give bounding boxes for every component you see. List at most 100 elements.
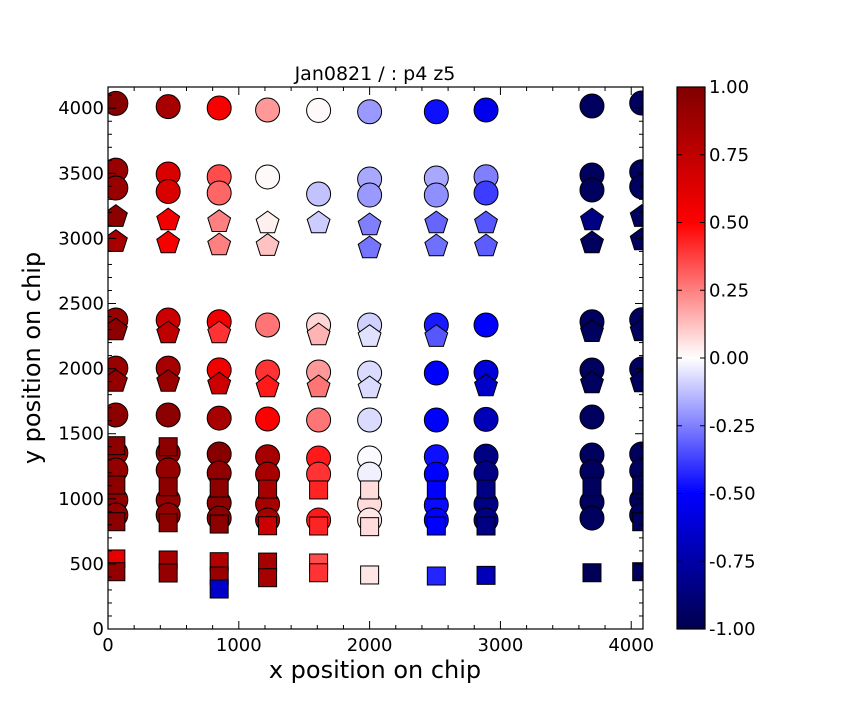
data-point-circle bbox=[206, 405, 232, 431]
data-point-pentagon bbox=[255, 210, 280, 234]
colorbar-ticks: -1.00 -0.75 -0.50 -0.25 0.00 0.25 0.50 0.75 1.00 bbox=[677, 77, 756, 640]
plot-frame bbox=[107, 86, 644, 630]
colorbar-tick-label: -1.00 bbox=[709, 619, 756, 640]
data-point-circle bbox=[357, 182, 383, 208]
data-point-pentagon bbox=[474, 233, 498, 257]
data-point-square bbox=[209, 514, 229, 534]
data-point-square bbox=[476, 516, 496, 536]
data-point-pentagon bbox=[108, 368, 128, 392]
axes: 0 1000 2000 3000 4000 0 500 1000 1500 2000 2500 300… bbox=[58, 87, 654, 656]
data-point-pentagon bbox=[580, 230, 604, 254]
y-tick-label: 500 bbox=[70, 554, 104, 575]
data-point-circle bbox=[255, 164, 281, 190]
data-point-square bbox=[360, 565, 380, 585]
data-point-circle bbox=[155, 179, 181, 205]
data-point-pentagon bbox=[474, 210, 498, 234]
data-point-pentagon bbox=[255, 233, 280, 256]
data-point-square bbox=[158, 513, 178, 533]
data-point-pentagon bbox=[156, 320, 181, 344]
data-point-circle bbox=[579, 177, 605, 203]
data-point-circle bbox=[206, 95, 232, 121]
data-point-circle bbox=[255, 97, 281, 123]
data-point-square bbox=[309, 516, 329, 536]
data-point-pentagon bbox=[357, 375, 382, 399]
y-tick-label: 1500 bbox=[58, 424, 104, 445]
data-point-square bbox=[258, 568, 278, 588]
data-point-square bbox=[582, 477, 602, 497]
colorbar-tick-label: -0.25 bbox=[709, 416, 756, 437]
data-point-pentagon bbox=[306, 210, 331, 234]
data-point-circle bbox=[306, 181, 332, 207]
y-tick-label: 2000 bbox=[58, 359, 104, 380]
data-point-pentagon bbox=[580, 370, 604, 394]
data-point-pentagon bbox=[255, 374, 280, 398]
data-point-square bbox=[476, 479, 496, 499]
data-point-pentagon bbox=[156, 230, 181, 254]
data-point-square bbox=[582, 563, 602, 583]
colorbar-tick-label: 0.25 bbox=[709, 280, 749, 301]
y-tick-label: 1000 bbox=[58, 489, 104, 510]
data-point-circle bbox=[629, 174, 643, 200]
data-point-circle bbox=[306, 97, 332, 123]
data-point-circle bbox=[357, 99, 383, 125]
data-point-circle bbox=[255, 406, 281, 432]
data-point-circle bbox=[155, 94, 181, 120]
y-tick-label: 3500 bbox=[58, 163, 104, 184]
data-point-square bbox=[632, 512, 643, 532]
data-point-circle bbox=[473, 97, 499, 123]
data-point-square bbox=[426, 516, 446, 536]
data-point-square bbox=[360, 517, 380, 537]
data-point-pentagon bbox=[424, 233, 449, 257]
data-point-pentagon bbox=[108, 204, 128, 227]
x-tick-label: 0 bbox=[102, 635, 113, 656]
data-point-pentagon bbox=[306, 374, 331, 398]
y-tick-label: 3000 bbox=[58, 228, 104, 249]
x-tick-label: 2000 bbox=[347, 635, 393, 656]
y-tick-label: 0 bbox=[93, 619, 104, 640]
data-point-pentagon bbox=[357, 235, 382, 259]
data-point-circle bbox=[423, 182, 449, 208]
data-point-circle bbox=[473, 180, 499, 206]
data-point-circle bbox=[255, 312, 281, 338]
data-point-square bbox=[108, 436, 126, 456]
y-tick-label: 4000 bbox=[58, 98, 104, 119]
data-point-pentagon bbox=[357, 324, 382, 347]
data-point-circle bbox=[206, 180, 232, 206]
data-point-pentagon bbox=[629, 369, 643, 393]
data-point-square bbox=[426, 566, 446, 586]
data-point-square bbox=[158, 477, 178, 497]
data-point-square bbox=[426, 480, 446, 500]
data-point-square bbox=[108, 475, 126, 495]
data-point-square bbox=[476, 565, 496, 585]
data-point-circle bbox=[423, 360, 449, 386]
data-point-circle bbox=[579, 505, 605, 531]
x-tick-label: 3000 bbox=[478, 635, 524, 656]
colorbar-tick-label: 0.50 bbox=[709, 213, 749, 234]
data-point-square bbox=[632, 475, 643, 495]
colorbar-tick-label: 1.00 bbox=[709, 77, 749, 98]
data-point-pentagon bbox=[629, 204, 643, 227]
x-tick-label: 4000 bbox=[608, 635, 654, 656]
data-point-pentagon bbox=[207, 371, 232, 395]
data-point-square bbox=[209, 579, 229, 599]
data-point-pentagon bbox=[108, 317, 128, 341]
colorbar-tick-label: -0.50 bbox=[709, 484, 756, 505]
data-point-pentagon bbox=[580, 207, 604, 231]
data-point-square bbox=[309, 480, 329, 500]
data-point-circle bbox=[423, 407, 449, 433]
colorbar-tick-label: -0.75 bbox=[709, 551, 756, 572]
data-point-circle bbox=[473, 406, 499, 432]
data-point-pentagon bbox=[424, 324, 449, 347]
data-point-pentagon bbox=[474, 373, 498, 397]
data-point-pentagon bbox=[580, 319, 604, 342]
chart-title: Jan0821 / : p4 z5 bbox=[294, 63, 456, 85]
data-point-circle bbox=[423, 99, 449, 125]
data-point-square bbox=[108, 562, 126, 582]
data-point-pentagon bbox=[207, 232, 232, 256]
data-point-circle bbox=[108, 90, 129, 116]
data-point-circle bbox=[357, 407, 383, 433]
y-tick-label: 2500 bbox=[58, 294, 104, 315]
data-point-square bbox=[360, 480, 380, 500]
data-point-circle bbox=[579, 93, 605, 119]
